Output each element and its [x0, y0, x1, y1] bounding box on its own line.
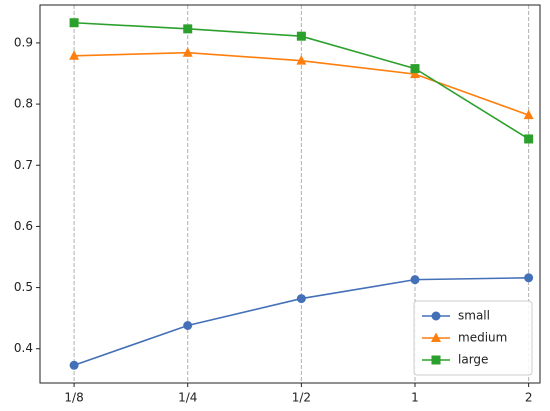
x-tick-label: 1/8 — [64, 391, 83, 405]
x-tick-label: 1/4 — [178, 391, 197, 405]
data-point — [410, 68, 420, 79]
data-point — [296, 55, 307, 65]
data-point — [523, 109, 534, 120]
data-point — [183, 321, 193, 331]
data-point — [524, 134, 534, 144]
data-point — [410, 275, 420, 285]
data-point — [183, 24, 193, 34]
x-tick-label: 1/2 — [292, 391, 311, 405]
x-tick-label: 2 — [525, 391, 533, 405]
legend-label: small — [458, 309, 490, 323]
data-point — [296, 294, 306, 304]
legend-label: medium — [458, 331, 507, 345]
data-point — [410, 64, 420, 74]
y-tick-label: 0.4 — [14, 341, 33, 355]
legend-marker — [431, 332, 441, 342]
x-tick-label: 1 — [411, 391, 419, 405]
data-point — [69, 360, 79, 370]
data-point — [182, 47, 193, 57]
y-tick-label: 0.6 — [14, 219, 33, 233]
data-point — [69, 18, 79, 28]
legend-marker — [431, 355, 441, 365]
plot-frame — [39, 4, 541, 384]
y-tick-label: 0.5 — [14, 280, 33, 294]
y-tick-label: 0.7 — [14, 158, 33, 172]
legend-label: large — [458, 353, 488, 367]
data-point — [296, 31, 306, 41]
legend-marker — [431, 311, 441, 321]
data-point — [524, 273, 534, 283]
data-point — [69, 50, 80, 60]
legend-box — [413, 300, 533, 376]
y-tick-label: 0.8 — [14, 97, 33, 111]
y-tick-label: 0.9 — [14, 35, 33, 49]
